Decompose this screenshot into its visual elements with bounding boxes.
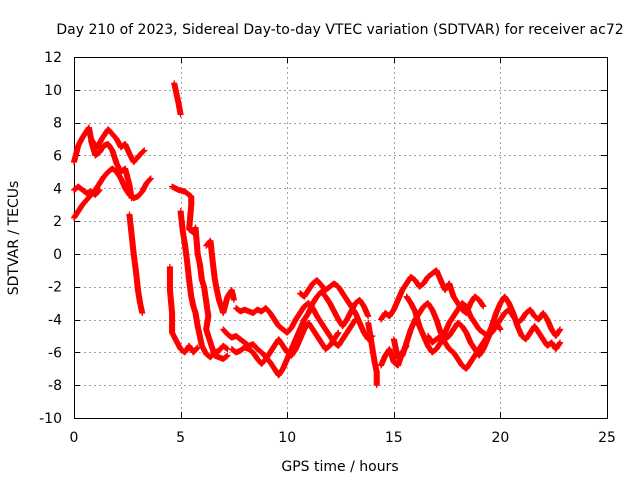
data-point bbox=[194, 344, 201, 351]
data-point bbox=[224, 352, 231, 359]
x-tick-label: 0 bbox=[70, 430, 79, 446]
y-tick-label: 8 bbox=[53, 116, 62, 132]
ticks-layer: 0 5 10 15 20 25 -10 -8 -6 -4 -2 0 2 4 6 8 10 12 bbox=[39, 50, 616, 446]
y-tick-label: 6 bbox=[53, 148, 62, 164]
data-point bbox=[95, 187, 102, 194]
y-tick-label: -2 bbox=[48, 280, 62, 296]
y-tick-label: 2 bbox=[53, 214, 62, 230]
y-tick-label: 10 bbox=[44, 83, 62, 99]
x-tick-label: 25 bbox=[598, 430, 616, 446]
x-tick-label: 10 bbox=[278, 430, 296, 446]
data-point bbox=[177, 111, 184, 118]
data-point bbox=[139, 309, 146, 316]
data-point bbox=[147, 176, 154, 183]
data-points-layer bbox=[71, 80, 564, 389]
x-axis-label: GPS time / hours bbox=[281, 459, 398, 475]
y-axis-label: SDTVAR / TECUs bbox=[6, 181, 22, 296]
y-tick-label: -6 bbox=[48, 345, 62, 361]
x-tick-label: 15 bbox=[385, 430, 403, 446]
plot-frame bbox=[74, 57, 608, 419]
y-tick-label: -4 bbox=[48, 313, 62, 329]
x-tick-label: 20 bbox=[491, 430, 509, 446]
data-point bbox=[230, 296, 237, 303]
y-tick-label: -10 bbox=[39, 411, 62, 427]
data-point bbox=[141, 147, 148, 154]
data-point bbox=[128, 195, 135, 202]
x-tick-label: 5 bbox=[176, 430, 185, 446]
data-point bbox=[147, 175, 154, 182]
chart-title: Day 210 of 2023, Sidereal Day-to-day VTE… bbox=[56, 22, 623, 38]
y-tick-label: 0 bbox=[53, 247, 62, 263]
data-point bbox=[96, 186, 103, 193]
y-tick-label: 4 bbox=[53, 181, 62, 197]
y-tick-label: 12 bbox=[44, 50, 62, 66]
y-tick-label: -8 bbox=[48, 378, 62, 394]
data-point bbox=[194, 345, 201, 352]
